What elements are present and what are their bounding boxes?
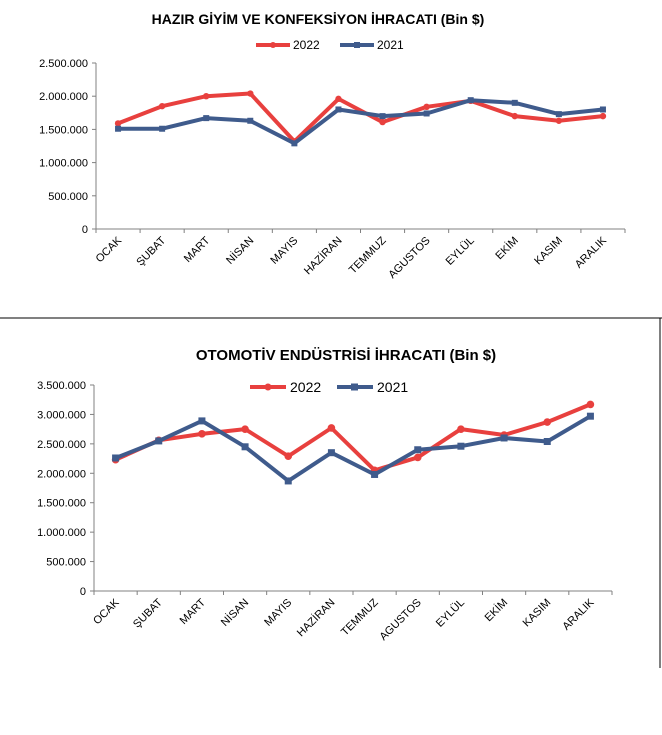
x-tick-label: MAYIS — [262, 597, 294, 629]
y-tick-label: 1.500.000 — [37, 498, 86, 510]
series-line-2021 — [113, 414, 593, 483]
data-point-2021 — [414, 446, 422, 454]
chart-title: HAZIR GİYİM VE KONFEKSİYON İHRACATI (Bin… — [152, 11, 485, 27]
data-point-2021 — [511, 99, 518, 106]
data-point-2022 — [203, 93, 210, 100]
x-tick-label: NİSAN — [218, 596, 251, 629]
x-tick-label: ARALIK — [573, 234, 610, 271]
data-point-2021 — [555, 111, 562, 118]
y-tick-label: 0 — [80, 586, 86, 598]
data-point-2021 — [247, 117, 254, 124]
data-point-2021 — [241, 443, 249, 451]
data-point-2021 — [467, 97, 474, 104]
x-tick-label: ARALIK — [560, 596, 597, 633]
x-tick-label: MAYIS — [268, 235, 300, 267]
data-point-2021 — [423, 110, 430, 117]
x-tick-label: ŞUBAT — [131, 596, 165, 630]
data-point-2022 — [284, 452, 293, 461]
x-tick-label: AGUSTOS — [377, 597, 423, 643]
x-tick-label: KASIM — [521, 597, 554, 630]
series-line-2022 — [113, 402, 593, 473]
legend-2021-marker — [354, 42, 360, 48]
data-point-2022 — [158, 102, 166, 110]
x-tick-label: TEMMUZ — [339, 596, 381, 638]
y-tick-label: 500.000 — [46, 557, 86, 569]
data-point-2021 — [155, 437, 163, 445]
x-tick-label: EKİM — [482, 596, 510, 624]
legend-2021-marker — [351, 383, 358, 391]
data-point-2021 — [203, 115, 210, 122]
series-line-2021 — [116, 98, 605, 146]
series-line-2022 — [116, 91, 605, 144]
x-tick-label: MART — [182, 234, 213, 265]
data-point-2021 — [335, 106, 342, 113]
x-tick-label: NİSAN — [223, 234, 256, 267]
data-point-2021 — [112, 454, 120, 462]
data-point-2022 — [543, 418, 552, 426]
data-point-2022 — [335, 95, 342, 103]
y-tick-label: 1.000.000 — [39, 158, 88, 170]
x-tick-label: HAZİRAN — [294, 596, 337, 639]
x-tick-label: ŞUBAT — [134, 234, 168, 268]
data-point-2021 — [586, 412, 594, 420]
data-point-2022 — [198, 430, 206, 438]
legend: 2022 2021 — [256, 38, 404, 52]
data-point-2022 — [423, 103, 430, 111]
legend-2022-marker — [264, 383, 272, 391]
data-point-2021 — [500, 434, 508, 442]
x-tick-label: KASIM — [532, 235, 565, 268]
data-point-2021 — [599, 106, 606, 113]
data-point-2021 — [291, 140, 298, 147]
data-point-2022 — [586, 400, 595, 409]
chart-title: OTOMOTİV ENDÜSTRİSİ İHRACATI (Bin $) — [196, 347, 496, 364]
data-point-2021 — [327, 449, 335, 457]
data-point-2022 — [511, 112, 518, 120]
data-point-2021 — [284, 477, 292, 485]
legend-2022-label: 2022 — [293, 38, 320, 52]
chart-otomotiv: OTOMOTİV ENDÜSTRİSİ İHRACATI (Bin $) 202… — [37, 347, 613, 643]
data-point-2022 — [555, 117, 563, 124]
legend-2022-label: 2022 — [290, 379, 321, 395]
y-tick-label: 500.000 — [48, 191, 88, 203]
y-tick-label: 2.000.000 — [37, 468, 86, 480]
x-tick-label: EKİM — [493, 234, 521, 262]
data-point-2021 — [379, 113, 386, 120]
data-point-2022 — [114, 120, 122, 127]
y-tick-label: 3.500.000 — [37, 380, 86, 392]
x-tick-label: AGUSTOS — [386, 235, 432, 281]
legend: 2022 2021 — [250, 379, 408, 395]
x-tick-label: OCAK — [91, 596, 122, 627]
x-tick-label: TEMMUZ — [347, 234, 389, 276]
y-tick-label: 2.000.000 — [39, 91, 88, 103]
legend-2022-marker — [270, 42, 276, 48]
data-point-2022 — [457, 425, 465, 433]
x-tick-label: MART — [178, 596, 209, 627]
x-tick-label: OCAK — [94, 234, 125, 265]
y-tick-label: 1.500.000 — [39, 124, 88, 136]
data-point-2022 — [327, 424, 336, 432]
data-point-2021 — [198, 417, 206, 425]
data-point-2022 — [599, 112, 607, 120]
y-tick-label: 1.000.000 — [37, 527, 86, 539]
y-tick-label: 2.500.000 — [37, 439, 86, 451]
data-point-2021 — [457, 442, 465, 450]
x-tick-label: EYLÜL — [434, 597, 467, 630]
data-point-2022 — [379, 118, 386, 126]
data-point-2022 — [247, 90, 254, 97]
x-tick-label: HAZİRAN — [301, 234, 344, 277]
y-tick-label: 3.000.000 — [37, 409, 86, 421]
legend-2021-label: 2021 — [377, 38, 404, 52]
y-tick-label: 2.500.000 — [39, 58, 88, 70]
chart-hazir-giyim: HAZIR GİYİM VE KONFEKSİYON İHRACATI (Bin… — [39, 11, 626, 281]
legend-2021-label: 2021 — [377, 379, 408, 395]
data-point-2021 — [115, 125, 122, 132]
x-tick-label: EYLÜL — [444, 235, 477, 268]
data-point-2021 — [371, 470, 379, 478]
data-point-2022 — [413, 453, 422, 462]
data-point-2021 — [159, 125, 166, 132]
data-point-2021 — [543, 438, 551, 446]
y-tick-label: 0 — [82, 224, 88, 236]
data-point-2022 — [241, 425, 249, 433]
